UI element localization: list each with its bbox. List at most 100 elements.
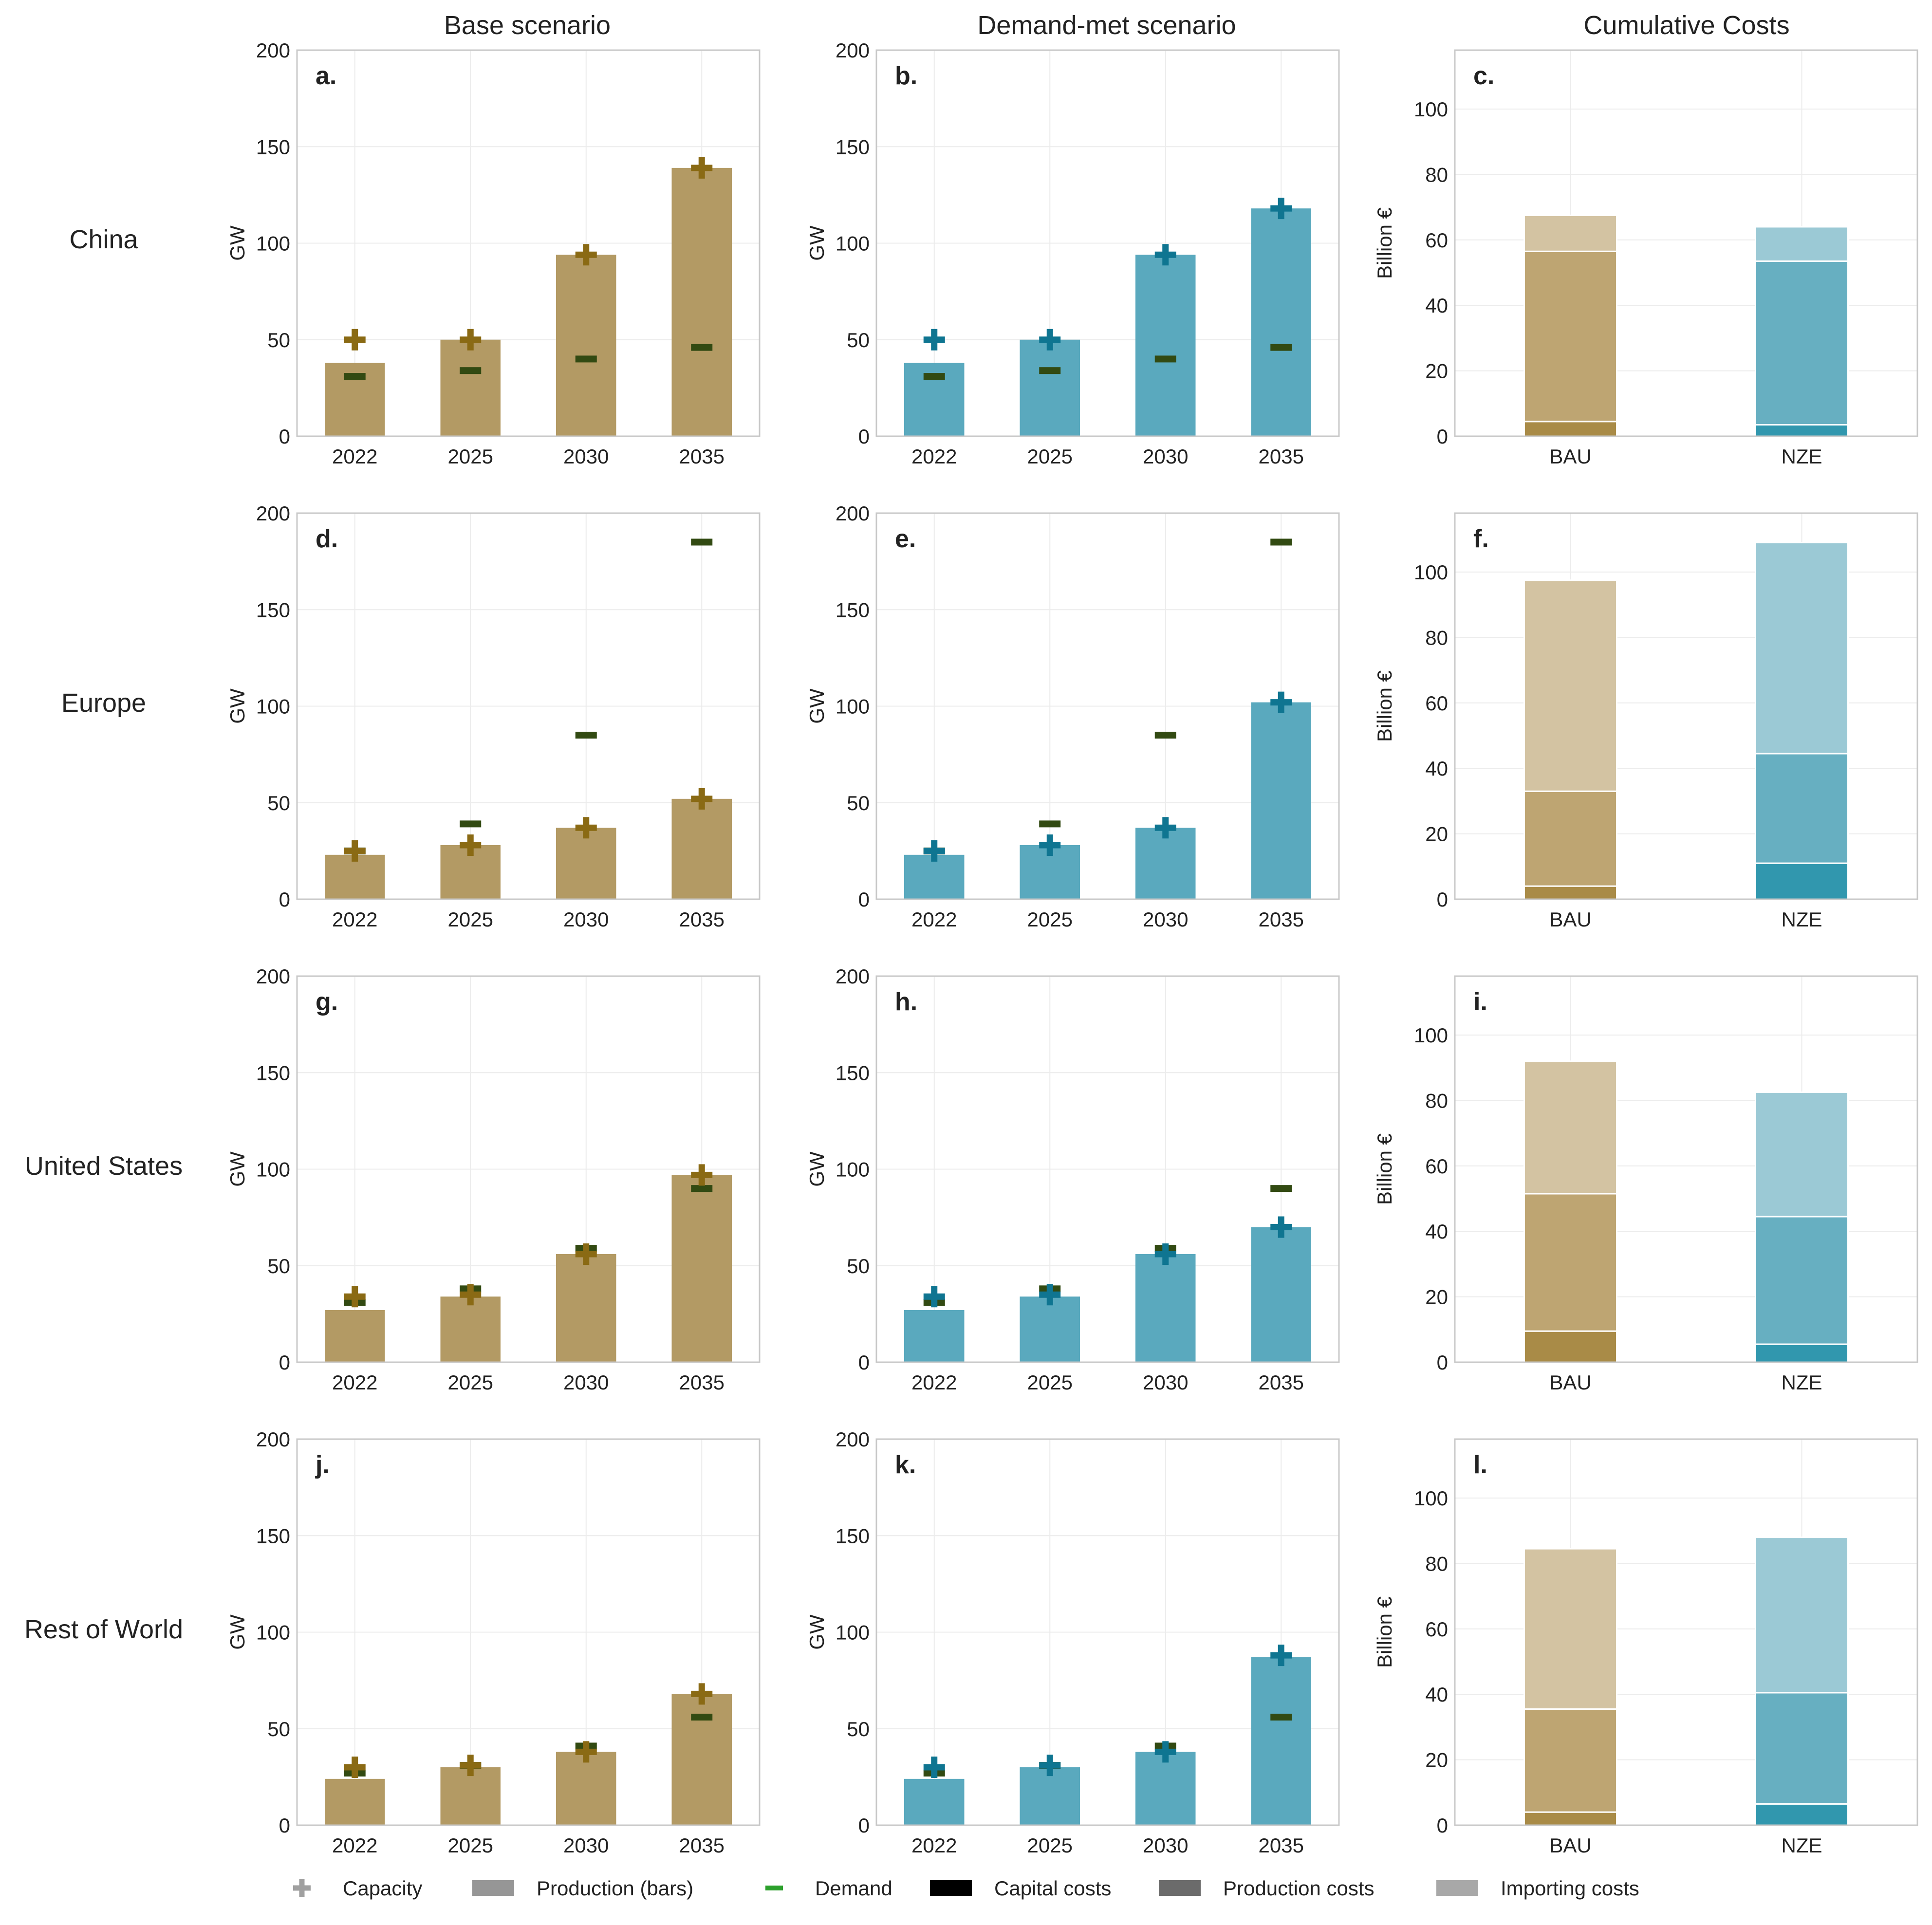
x-tick-label: 2035 [1259,1371,1304,1394]
legend-item-production-costs: Production costs [1159,1877,1375,1900]
production-bar-2030 [1135,828,1196,899]
cost-bar-NZE-capital-costs [1755,862,1849,900]
y-tick-label: 20 [1425,823,1448,846]
axes-frame [875,975,1340,1363]
x-tick-label: 2030 [563,1371,609,1394]
legend-item-capital-costs: Capital costs [930,1877,1111,1900]
demand-marker-2025 [1039,820,1061,828]
x-tick-label: 2022 [911,1834,957,1857]
cost-bar-BAU-importing-costs [1523,214,1617,252]
y-axis-label: Billion € [1373,1596,1396,1668]
y-tick-label: 100 [1414,561,1448,584]
y-tick-label: 60 [1425,1618,1448,1641]
y-axis-label: Billion € [1373,207,1396,279]
y-tick-label: 80 [1425,163,1448,186]
y-axis-label: GW [226,688,249,724]
x-tick-label: 2025 [448,908,493,931]
y-tick-label: 150 [836,1524,870,1547]
demand-marker-2030 [575,355,597,363]
capacity-marker-2022 [923,1286,945,1308]
y-axis-label: GW [805,688,828,724]
x-tick-label: 2022 [911,1371,957,1394]
axes-frame [875,49,1340,437]
capacity-marker-2035 [691,1164,713,1186]
x-tick-label: 2022 [332,1371,377,1394]
capacity-marker-2025 [460,1755,482,1777]
row-title-united-states: United States [25,1151,183,1181]
x-tick-label: 2030 [563,908,609,931]
y-tick-label: 100 [836,232,870,255]
y-tick-label: 80 [1425,1552,1448,1575]
demand-marker-2025 [460,820,482,828]
production-bar-2030 [556,828,616,899]
y-tick-label: 100 [836,1158,870,1181]
x-tick-label: NZE [1782,445,1822,468]
demand-marker-2030 [575,731,597,739]
x-tick-label: 2035 [1259,445,1304,468]
y-tick-label: 200 [256,502,290,525]
cost-bar-NZE-importing-costs [1755,226,1849,262]
cost-bar-BAU-capital-costs [1523,1811,1617,1826]
production-bar-2022 [325,854,385,899]
y-tick-label: 80 [1425,1089,1448,1112]
capacity-marker-2030 [1154,244,1176,266]
y-tick-label: 200 [256,965,290,988]
x-tick-label: NZE [1782,1371,1822,1394]
y-tick-label: 20 [1425,1286,1448,1309]
cost-bar-NZE-importing-costs [1755,1536,1849,1694]
panel-label: d. [316,525,338,553]
y-tick-label: 150 [836,135,870,158]
panel-label: g. [316,988,338,1016]
y-tick-label: 50 [847,1718,870,1740]
panel-j: 0 50 100 150 200 2022 2025 2030 2035 GW j. [226,1428,761,1857]
y-tick-label: 100 [836,1621,870,1644]
x-tick-label: 2025 [1027,1371,1073,1394]
y-tick-label: 0 [1437,888,1448,911]
panel-label: k. [895,1451,916,1479]
capacity-marker-2025 [1039,1284,1061,1306]
production-bar-2022 [904,1310,965,1362]
panel-label: e. [895,525,916,553]
production-bar-2030 [556,1254,616,1362]
panel-label: j. [315,1451,330,1479]
cost-bar-NZE-production-costs [1755,1692,1849,1805]
cost-bar-BAU-importing-costs [1523,1060,1617,1195]
y-tick-label: 0 [1437,425,1448,448]
x-tick-label: 2025 [448,445,493,468]
y-tick-label: 50 [847,329,870,352]
panel-label: h. [895,988,917,1016]
capacity-marker-2022 [344,840,366,862]
y-tick-label: 200 [836,1428,870,1451]
cost-bar-NZE-production-costs [1755,1216,1849,1345]
axes-frame [1454,512,1918,900]
y-tick-label: 100 [1414,98,1448,121]
y-tick-label: 60 [1425,692,1448,715]
x-tick-label: 2025 [448,1834,493,1857]
cost-bar-NZE-production-costs [1755,753,1849,864]
legend-swatch-box [1159,1880,1201,1896]
x-tick-label: 2035 [679,908,724,931]
y-axis-label: GW [226,225,249,261]
cost-bar-BAU-capital-costs [1523,885,1617,900]
production-bar-2025 [1020,339,1080,436]
x-tick-label: 2035 [1259,908,1304,931]
legend-item-importing-costs: Importing costs [1436,1877,1639,1900]
demand-marker-2030 [1154,355,1176,363]
panel-label: b. [895,62,917,90]
legend-label: Importing costs [1501,1877,1639,1900]
capacity-marker-2030 [575,1243,597,1265]
capacity-marker-2025 [1039,329,1061,351]
production-bar-2030 [1135,1254,1196,1362]
production-bar-2030 [1135,1752,1196,1825]
panel-label: a. [316,62,336,90]
y-tick-label: 0 [858,1351,870,1374]
y-tick-label: 200 [836,502,870,525]
legend-swatch-box [930,1880,972,1896]
cost-bar-BAU-production-costs [1523,1193,1617,1332]
demand-marker-2030 [1154,731,1176,739]
y-tick-label: 0 [279,1814,290,1837]
x-tick-label: BAU [1549,445,1591,468]
capacity-marker-2025 [1039,1755,1061,1777]
production-bar-2025 [440,1767,501,1825]
axes-frame [296,49,761,437]
